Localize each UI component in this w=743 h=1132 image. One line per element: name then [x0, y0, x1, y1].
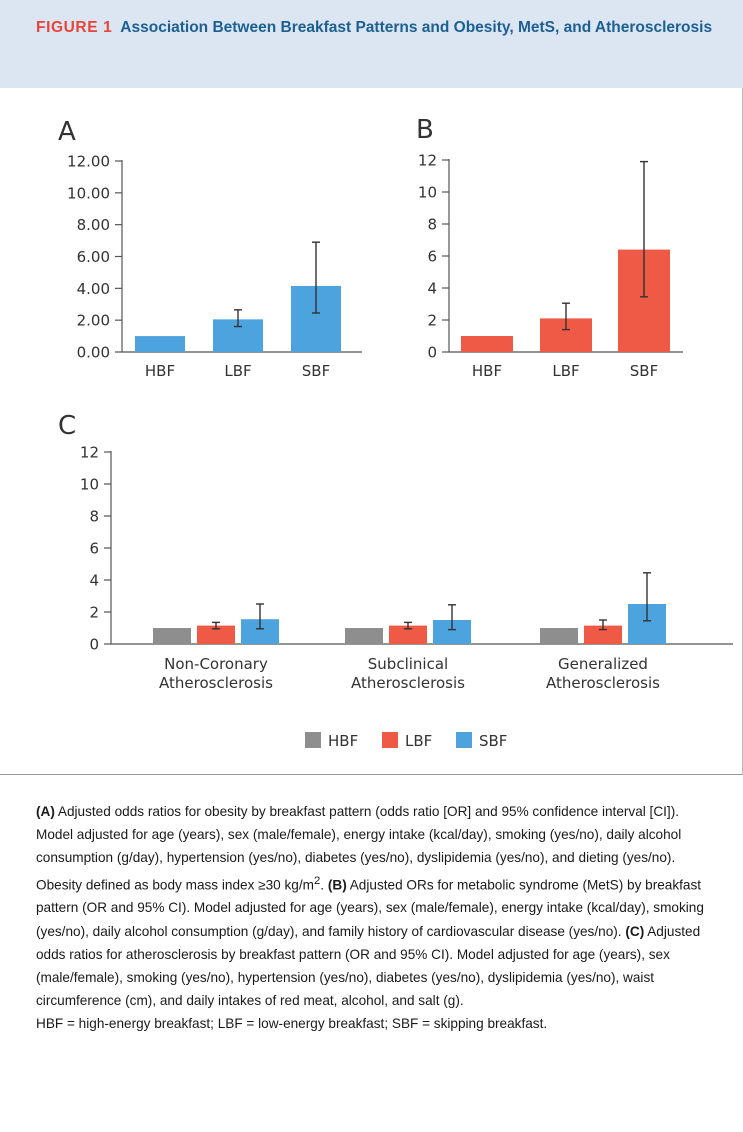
panel-a-y-tick-label: 12.00 — [67, 153, 110, 171]
figure-title-text: Association Between Breakfast Patterns a… — [120, 19, 713, 36]
panel-b-category-label: LBF — [552, 362, 579, 380]
panel-c-y-tick-label: 4 — [89, 572, 99, 590]
panel-c-category-label: Generalized — [558, 655, 648, 673]
panel-a-y-tick-label: 2.00 — [77, 312, 110, 330]
panel-c-bar-hbf — [540, 628, 578, 644]
panel-b-y-tick-label: 4 — [427, 280, 437, 298]
panel-b-category-label: SBF — [630, 362, 658, 380]
panel-b-y-tick-label: 12 — [418, 152, 437, 170]
figure-title: FIGURE 1 Association Between Breakfast Pa… — [36, 16, 716, 40]
figure-header — [0, 0, 743, 88]
panel-b-y-tick-label: 0 — [427, 344, 437, 362]
legend-swatch-lbf — [382, 732, 398, 748]
panel-a-y-tick-label: 4.00 — [77, 280, 110, 298]
panel-c-y-tick-label: 10 — [80, 476, 99, 494]
panel-a-y-tick-label: 10.00 — [67, 184, 110, 202]
caption-a-label: (A) — [36, 804, 55, 819]
caption-a-end: . — [320, 877, 328, 893]
panel-a-y-tick-label: 0.00 — [77, 344, 110, 362]
panel-b-y-tick-label: 6 — [427, 248, 437, 266]
panel-a-y-tick-label: 6.00 — [77, 248, 110, 266]
figure-label: FIGURE 1 — [36, 19, 113, 36]
panel-c-y-tick-label: 6 — [89, 540, 99, 558]
legend-swatch-sbf — [456, 732, 472, 748]
panel-a-bar-hbf — [135, 336, 185, 352]
caption-a-text: Adjusted odds ratios for obesity by brea… — [36, 804, 682, 893]
panel-c-bar-lbf — [389, 625, 427, 644]
caption-abbreviations: HBF = high-energy breakfast; LBF = low-e… — [36, 1016, 548, 1032]
caption-c-label: (C) — [625, 923, 645, 939]
legend-swatch-hbf — [305, 732, 321, 748]
panel-c-bar-lbf — [197, 625, 235, 644]
panel-b-y-tick-label: 8 — [427, 216, 437, 234]
panel-b-y-tick-label: 2 — [427, 312, 437, 330]
panel-a-y-tick-label: 8.00 — [77, 216, 110, 234]
panel-c-category-label: Subclinical — [368, 655, 448, 673]
legend-label-hbf: HBF — [328, 732, 358, 750]
chart-area: A 0.00 2.00 4.00 6.00 8.00 10.00 12.00 HBF LBF SBF… — [58, 115, 733, 750]
panel-b-panel-label: B — [416, 115, 434, 145]
caption-c-text: Adjusted odds ratios for atherosclerosis… — [36, 923, 701, 1009]
panel-c-y-tick-label: 2 — [89, 604, 99, 622]
panel-c-y-tick-label: 0 — [89, 636, 99, 654]
panel-c-bar-hbf — [153, 628, 191, 644]
panel-c-y-tick-label: 12 — [80, 444, 99, 462]
caption-b-label: (B) — [327, 877, 347, 893]
caption-b-text: Adjusted ORs for metabolic syndrome (Met… — [36, 877, 704, 939]
panel-c-category-label: Non-Coronary — [164, 655, 268, 673]
panel-a-category-label: SBF — [302, 362, 330, 380]
panel-b-bar-hbf — [461, 336, 513, 352]
panel-b-category-label: HBF — [472, 362, 502, 380]
caption-a-superscript: 2 — [313, 874, 321, 887]
panel-a-category-label: HBF — [145, 362, 175, 380]
legend-label-sbf: SBF — [479, 732, 507, 750]
panel-b-y-tick-label: 10 — [418, 184, 437, 202]
panel-a-panel-label: A — [58, 117, 76, 147]
panel-a-category-label: LBF — [224, 362, 251, 380]
panel-c-panel-label: C — [58, 411, 76, 441]
panel-c-category-label: Atherosclerosis — [351, 674, 465, 692]
panel-c-category-label: Atherosclerosis — [159, 674, 273, 692]
legend-label-lbf: LBF — [405, 732, 432, 750]
panel-c-y-tick-label: 8 — [89, 508, 99, 526]
panel-c-bar-lbf — [584, 625, 622, 644]
figure-caption: (A) Adjusted odds ratios for obesity by … — [36, 800, 716, 1036]
panel-c-category-label: Atherosclerosis — [546, 674, 660, 692]
panel-c-bar-hbf — [345, 628, 383, 644]
